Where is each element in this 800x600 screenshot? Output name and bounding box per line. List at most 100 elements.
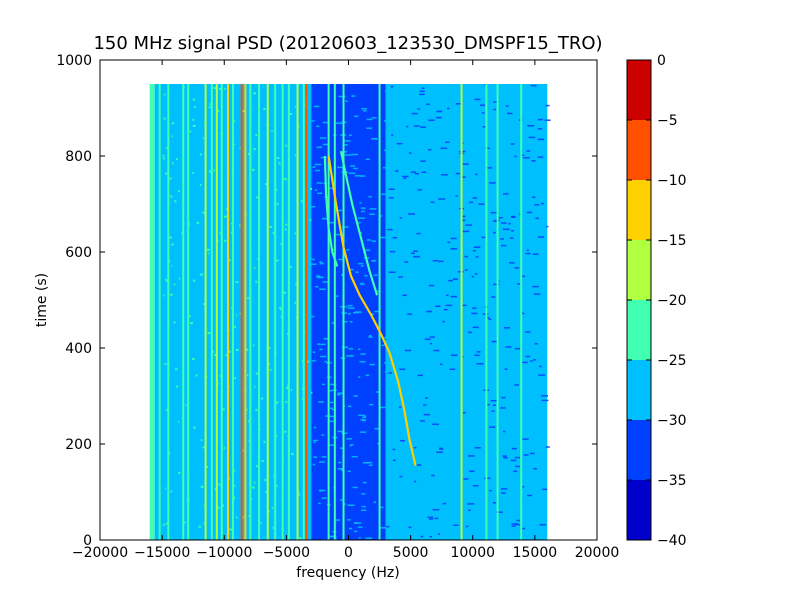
noise-speckle — [379, 506, 384, 509]
noise-speckle — [500, 222, 507, 224]
y-tick-label: 200 — [65, 437, 92, 453]
y-axis-label: time (s) — [34, 273, 50, 327]
noise-speckle — [525, 355, 531, 358]
noise-speckle — [343, 144, 348, 146]
noise-speckle — [491, 410, 495, 412]
noise-speckle — [169, 236, 172, 239]
noise-speckle — [203, 303, 206, 306]
noise-speckle — [471, 275, 474, 278]
y-tick-label: 800 — [65, 149, 92, 165]
noise-speckle — [360, 431, 367, 433]
colorbar-tick-label: −5 — [657, 113, 678, 129]
noise-speckle — [493, 101, 499, 103]
noise-speckle — [442, 502, 447, 505]
noise-speckle — [288, 266, 292, 269]
noise-speckle — [487, 403, 490, 406]
noise-speckle — [348, 348, 353, 350]
x-tick-label: 20000 — [575, 545, 620, 561]
noise-speckle — [284, 228, 287, 231]
noise-speckle — [198, 525, 201, 528]
noise-speckle — [170, 293, 173, 296]
noise-speckle — [362, 481, 367, 484]
noise-speckle — [423, 404, 427, 406]
noise-speckle — [205, 465, 209, 468]
noise-speckle — [500, 238, 505, 240]
noise-speckle — [533, 359, 537, 361]
noise-speckle — [190, 322, 193, 325]
noise-speckle — [474, 273, 478, 275]
noise-speckle — [419, 90, 425, 93]
noise-speckle — [329, 420, 337, 423]
noise-speckle — [485, 147, 491, 150]
noise-speckle — [347, 304, 353, 307]
noise-speckle — [460, 304, 467, 307]
noise-speckle — [164, 93, 166, 96]
noise-speckle — [322, 281, 329, 283]
noise-speckle — [472, 485, 479, 487]
noise-speckle — [171, 243, 174, 246]
noise-speckle — [369, 363, 375, 366]
noise-speckle — [396, 142, 403, 145]
noise-speckle — [445, 304, 453, 307]
spectral-line — [167, 84, 170, 540]
noise-speckle — [432, 508, 440, 511]
noise-speckle — [501, 492, 506, 494]
noise-speckle — [329, 535, 337, 538]
noise-speckle — [472, 250, 477, 252]
colorbar-tick-label: −35 — [657, 473, 687, 489]
noise-speckle — [235, 516, 238, 519]
noise-speckle — [233, 325, 236, 328]
noise-speckle — [387, 372, 392, 374]
noise-speckle — [437, 533, 440, 535]
noise-speckle — [341, 346, 349, 349]
noise-speckle — [514, 155, 517, 158]
noise-speckle — [491, 340, 499, 343]
noise-speckle — [449, 368, 456, 371]
noise-speckle — [443, 308, 448, 311]
noise-speckle — [428, 284, 435, 287]
noise-speckle — [384, 90, 392, 93]
noise-speckle — [253, 148, 256, 151]
noise-speckle — [316, 125, 320, 128]
noise-speckle — [537, 236, 545, 238]
noise-speckle — [348, 172, 356, 174]
noise-speckle — [164, 172, 168, 175]
noise-speckle — [510, 143, 515, 145]
noise-speckle — [366, 127, 373, 129]
noise-speckle — [163, 294, 165, 297]
noise-speckle — [481, 112, 485, 114]
noise-speckle — [492, 502, 497, 504]
noise-speckle — [358, 526, 363, 528]
spectral-line — [244, 84, 247, 540]
noise-speckle — [181, 232, 183, 235]
noise-speckle — [347, 405, 352, 408]
heatmap-region — [273, 84, 312, 540]
noise-speckle — [192, 124, 196, 127]
noise-speckle — [368, 195, 372, 198]
noise-speckle — [416, 464, 422, 466]
noise-speckle — [248, 514, 250, 517]
noise-speckle — [525, 252, 531, 255]
noise-speckle — [468, 455, 475, 457]
heatmap — [149, 84, 551, 540]
noise-speckle — [534, 204, 540, 206]
noise-speckle — [338, 95, 346, 98]
noise-speckle — [430, 201, 435, 204]
noise-speckle — [476, 351, 481, 353]
noise-speckle — [246, 374, 249, 377]
noise-speckle — [438, 198, 446, 200]
noise-speckle — [312, 439, 319, 442]
noise-speckle — [233, 484, 236, 487]
noise-speckle — [532, 253, 539, 256]
noise-speckle — [343, 503, 346, 505]
noise-speckle — [163, 117, 166, 120]
noise-speckle — [407, 213, 415, 215]
noise-speckle — [325, 415, 330, 417]
noise-speckle — [490, 211, 497, 214]
noise-speckle — [178, 277, 181, 280]
spectral-line — [215, 84, 218, 540]
noise-speckle — [347, 313, 351, 315]
noise-speckle — [359, 175, 366, 177]
noise-speckle — [469, 470, 475, 473]
noise-speckle — [196, 221, 200, 224]
